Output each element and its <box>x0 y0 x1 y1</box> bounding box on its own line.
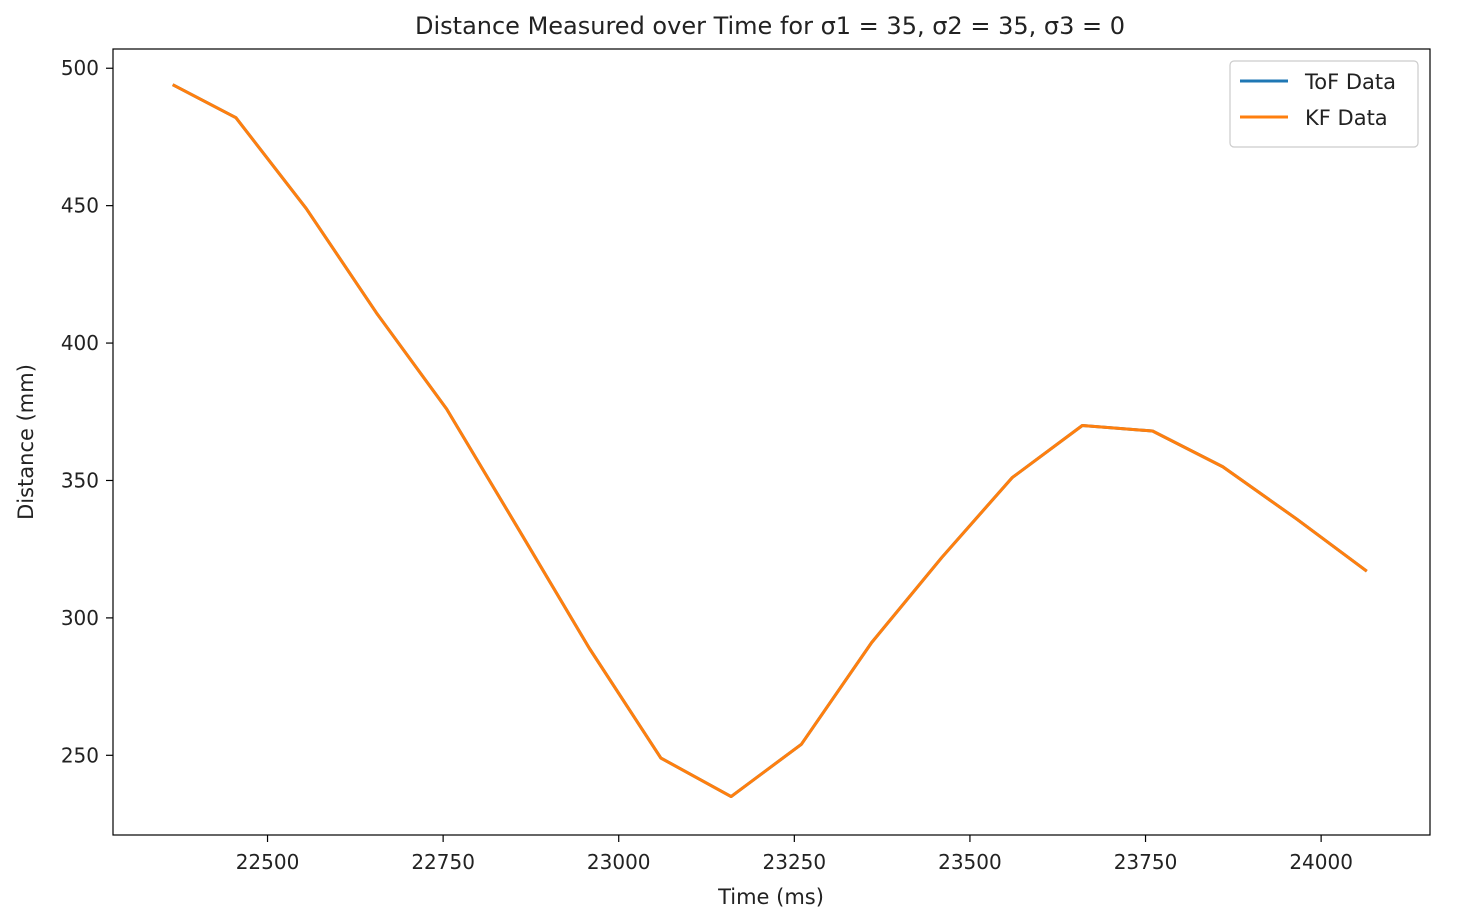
series-layer <box>172 83 1368 799</box>
x-tick-label: 22750 <box>411 850 475 874</box>
plot-area-frame <box>112 48 1431 836</box>
y-axis: 250 300 350 400 450 500 <box>61 56 113 767</box>
x-axis: 22500 22750 23000 23250 23500 23750 24000 <box>236 835 1353 874</box>
y-tick-label: 450 <box>61 194 99 218</box>
y-axis-label: Distance (mm) <box>14 364 38 520</box>
y-tick-label: 400 <box>61 331 99 355</box>
legend: ToF Data KF Data <box>1229 60 1419 148</box>
x-tick-label: 23750 <box>1114 850 1178 874</box>
y-tick-label: 500 <box>61 56 99 80</box>
y-tick-label: 350 <box>61 468 99 492</box>
y-tick-label: 250 <box>61 743 99 767</box>
y-tick-label: 300 <box>61 606 99 630</box>
x-tick-label: 23500 <box>938 850 1002 874</box>
x-tick-label: 23000 <box>587 850 651 874</box>
x-tick-label: 23250 <box>763 850 827 874</box>
legend-label: KF Data <box>1305 106 1388 130</box>
legend-label: ToF Data <box>1304 70 1396 94</box>
x-tick-label: 22500 <box>236 850 300 874</box>
x-tick-label: 24000 <box>1289 850 1353 874</box>
series-line-1 <box>172 83 1368 799</box>
x-axis-label: Time (ms) <box>717 885 824 909</box>
chart-title: Distance Measured over Time for σ1 = 35,… <box>415 12 1125 40</box>
